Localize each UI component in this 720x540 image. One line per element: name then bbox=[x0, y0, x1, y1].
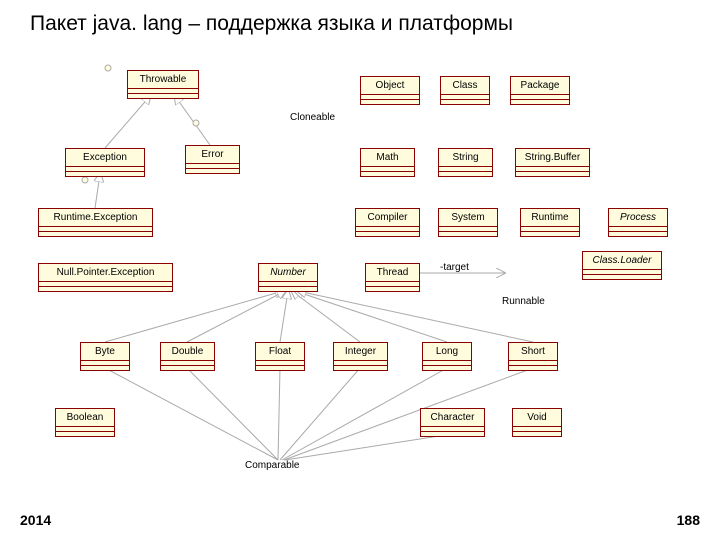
class-boolean: Boolean bbox=[55, 408, 115, 437]
class-package: Package bbox=[510, 76, 570, 105]
class-name: Error bbox=[186, 146, 239, 164]
class-name: Long bbox=[423, 343, 471, 361]
class-byte: Byte bbox=[80, 342, 130, 371]
class-short: Short bbox=[508, 342, 558, 371]
class-throwable: Throwable bbox=[127, 70, 199, 99]
class-name: Void bbox=[513, 409, 561, 427]
class-error: Error bbox=[185, 145, 240, 174]
class-character: Character bbox=[420, 408, 485, 437]
class-exception: Exception bbox=[65, 148, 145, 177]
class-name: Thread bbox=[366, 264, 419, 282]
class-runtimeex: Runtime.Exception bbox=[38, 208, 153, 237]
class-float: Float bbox=[255, 342, 305, 371]
comparable-label: Comparable bbox=[245, 460, 299, 471]
class-name: Process bbox=[609, 209, 667, 227]
class-name: Byte bbox=[81, 343, 129, 361]
class-math: Math bbox=[360, 148, 415, 177]
class-name: Throwable bbox=[128, 71, 198, 89]
class-name: Runtime bbox=[521, 209, 579, 227]
footer-year: 2014 bbox=[20, 512, 51, 528]
cloneable-label: Cloneable bbox=[290, 112, 335, 123]
class-long: Long bbox=[422, 342, 472, 371]
class-name: Double bbox=[161, 343, 214, 361]
class-name: Null.Pointer.Exception bbox=[39, 264, 172, 282]
class-name: Object bbox=[361, 77, 419, 95]
class-name: String.Buffer bbox=[516, 149, 589, 167]
class-npe: Null.Pointer.Exception bbox=[38, 263, 173, 292]
footer-page: 188 bbox=[677, 512, 700, 528]
class-number: Number bbox=[258, 263, 318, 292]
class-stringbuffer: String.Buffer bbox=[515, 148, 590, 177]
class-string: String bbox=[438, 148, 493, 177]
class-name: Short bbox=[509, 343, 557, 361]
class-classloader: Class.Loader bbox=[582, 251, 662, 280]
class-name: Character bbox=[421, 409, 484, 427]
class-name: Float bbox=[256, 343, 304, 361]
class-name: Class bbox=[441, 77, 489, 95]
class-name: Integer bbox=[334, 343, 387, 361]
class-compiler: Compiler bbox=[355, 208, 420, 237]
class-name: Number bbox=[259, 264, 317, 282]
runnable-label: Runnable bbox=[502, 296, 545, 307]
class-name: System bbox=[439, 209, 497, 227]
class-name: String bbox=[439, 149, 492, 167]
class-process: Process bbox=[608, 208, 668, 237]
class-system: System bbox=[438, 208, 498, 237]
class-name: Math bbox=[361, 149, 414, 167]
page-title: Пакет java. lang – поддержка языка и пла… bbox=[30, 12, 513, 36]
class-name: Exception bbox=[66, 149, 144, 167]
class-name: Class.Loader bbox=[583, 252, 661, 270]
class-class: Class bbox=[440, 76, 490, 105]
class-object: Object bbox=[360, 76, 420, 105]
target-label: -target bbox=[440, 262, 469, 273]
class-runtime: Runtime bbox=[520, 208, 580, 237]
class-void: Void bbox=[512, 408, 562, 437]
class-integer: Integer bbox=[333, 342, 388, 371]
class-name: Compiler bbox=[356, 209, 419, 227]
class-double: Double bbox=[160, 342, 215, 371]
class-name: Package bbox=[511, 77, 569, 95]
class-name: Runtime.Exception bbox=[39, 209, 152, 227]
class-name: Boolean bbox=[56, 409, 114, 427]
class-thread: Thread bbox=[365, 263, 420, 292]
